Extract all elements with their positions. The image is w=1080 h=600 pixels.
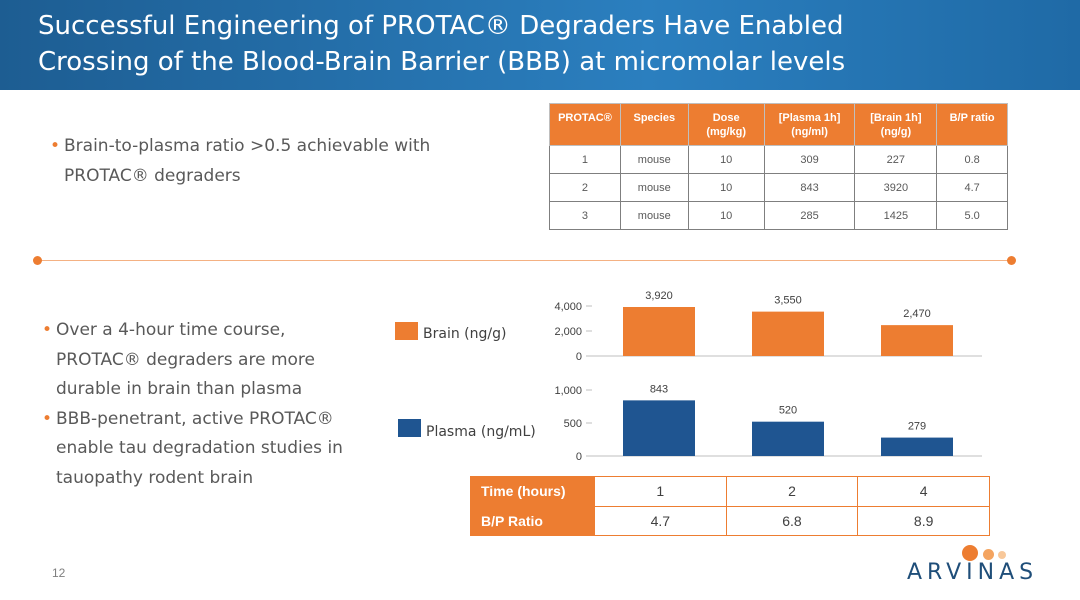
table-row: 2 mouse 10 843 3920 4.7 [549, 173, 1008, 202]
table-row: Time (hours) 1 2 4 [470, 476, 990, 507]
bullet: Brain-to-plasma ratio >0.5 achievable wi… [50, 131, 512, 191]
cell: 4.7 [594, 505, 727, 536]
cell: 6.8 [725, 505, 859, 536]
cell: 3920 [854, 173, 938, 202]
cell: B/P Ratio [470, 505, 595, 536]
cell: 8.9 [857, 505, 990, 536]
bullet: Over a 4-hour time course, PROTAC® degra… [42, 316, 374, 405]
pk-table: PROTAC® Species Dose (mg/kg) [Plasma 1h]… [549, 103, 1008, 230]
th: Species [619, 103, 689, 146]
y-tick-label: 1,000 [554, 385, 582, 397]
cell: 10 [687, 201, 765, 230]
table-row: B/P Ratio 4.7 6.8 8.9 [470, 505, 990, 536]
data-label: 843 [650, 383, 668, 395]
cell: 0.8 [936, 145, 1008, 174]
cell: 1425 [854, 201, 938, 230]
bar [623, 307, 695, 356]
data-label: 2,470 [903, 308, 931, 320]
y-tick-label: 0 [576, 351, 582, 363]
bar [623, 400, 695, 456]
th: [Brain 1h] (ng/g) [854, 103, 938, 146]
divider-dot [1007, 256, 1016, 265]
cell: 4 [857, 476, 990, 507]
y-tick-label: 4,000 [554, 301, 582, 313]
bullet: BBB-penetrant, active PROTAC® enable tau… [42, 405, 374, 494]
bar [881, 437, 953, 456]
legend-label-plasma: Plasma (ng/mL) [426, 424, 536, 440]
cell: Time (hours) [470, 476, 595, 507]
legend-swatch-brain [395, 322, 418, 340]
y-tick-label: 2,000 [554, 326, 582, 338]
cell: 309 [763, 145, 856, 174]
time-table: Time (hours) 1 2 4 B/P Ratio 4.7 6.8 8.9 [470, 476, 990, 536]
table-header-row: PROTAC® Species Dose (mg/kg) [Plasma 1h]… [549, 103, 1008, 146]
legend-swatch-plasma [398, 419, 421, 437]
table-row: 3 mouse 10 285 1425 5.0 [549, 201, 1008, 230]
bar [752, 421, 824, 456]
th: Dose (mg/kg) [687, 103, 765, 146]
title-line-2: Crossing of the Blood-Brain Barrier (BBB… [38, 47, 846, 77]
bottom-bullets: Over a 4-hour time course, PROTAC® degra… [42, 316, 374, 494]
divider-dot [33, 256, 42, 265]
bar [881, 325, 953, 356]
cell: 4.7 [936, 173, 1008, 202]
section-divider [38, 259, 1012, 261]
cell: mouse [619, 201, 689, 230]
page-number: 12 [52, 566, 66, 580]
header-banner: Successful Engineering of PROTAC® Degrad… [0, 0, 1080, 90]
cell: 2 [725, 476, 859, 507]
cell: 3 [549, 201, 621, 230]
cell: 2 [549, 173, 621, 202]
y-tick-label: 0 [576, 451, 582, 463]
cell: 227 [854, 145, 938, 174]
cell: 10 [687, 173, 765, 202]
data-label: 520 [779, 405, 797, 417]
data-label: 279 [908, 421, 926, 433]
top-bullets: Brain-to-plasma ratio >0.5 achievable wi… [50, 131, 512, 191]
cell: 1 [594, 476, 727, 507]
cell: 5.0 [936, 201, 1008, 230]
title-line-1: Successful Engineering of PROTAC® Degrad… [38, 11, 844, 41]
y-tick-label: 500 [564, 418, 582, 430]
bar [752, 311, 824, 356]
th: PROTAC® [549, 103, 621, 146]
data-label: 3,550 [774, 295, 802, 307]
data-label: 3,920 [645, 290, 673, 302]
arvinas-logo: ARVINAS [907, 560, 1039, 585]
th: B/P ratio [936, 103, 1008, 146]
legend-label-brain: Brain (ng/g) [423, 326, 507, 342]
slide-title: Successful Engineering of PROTAC® Degrad… [38, 8, 845, 80]
table-row: 1 mouse 10 309 227 0.8 [549, 145, 1008, 174]
cell: 285 [763, 201, 856, 230]
